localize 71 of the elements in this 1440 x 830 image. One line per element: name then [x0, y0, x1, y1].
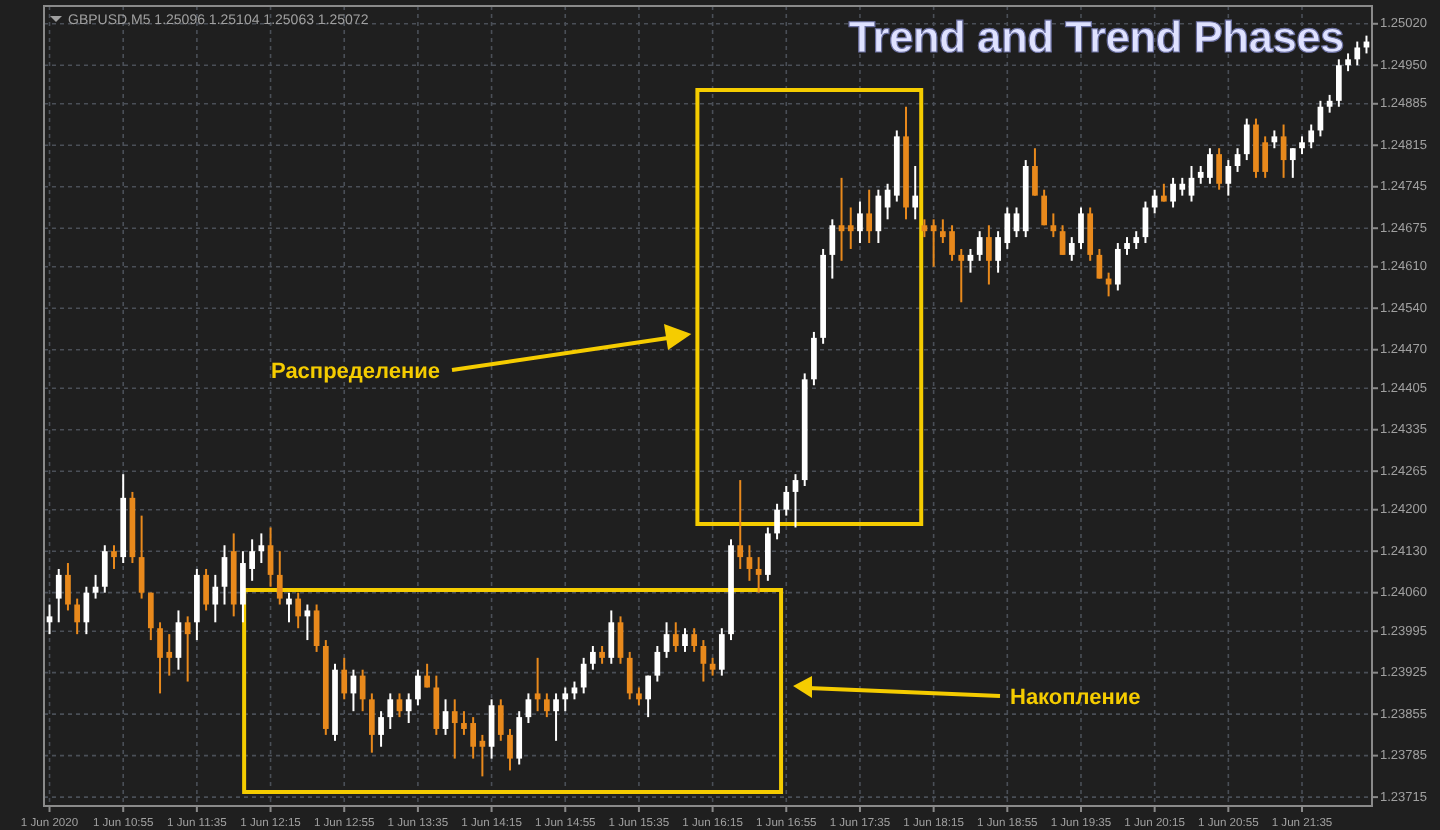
candlestick	[1243, 117, 1250, 162]
annotation: Накопление	[1010, 686, 1141, 710]
candlestick	[258, 532, 265, 565]
candlestick	[755, 556, 762, 594]
candlestick	[184, 615, 191, 683]
candlestick	[608, 609, 615, 665]
candlestick	[1216, 147, 1222, 191]
candlestick	[433, 674, 440, 736]
candlestick	[378, 710, 384, 748]
candlestick	[976, 230, 983, 262]
candlestick	[497, 698, 504, 742]
candlestick	[295, 591, 302, 630]
candlestick	[74, 597, 81, 636]
candlestick	[654, 645, 661, 683]
candlestick	[1068, 236, 1075, 262]
candlestick	[341, 656, 348, 701]
candlestick	[1354, 40, 1361, 67]
candlestick	[1225, 159, 1232, 197]
candlestick	[580, 656, 587, 695]
candlestick	[774, 502, 780, 541]
candlestick	[765, 526, 771, 582]
chart-title: Trend and Trend Phases	[848, 12, 1345, 62]
candlestick	[1114, 242, 1121, 292]
candlestick	[562, 686, 569, 713]
candlestick	[415, 668, 421, 707]
candlestick	[212, 573, 219, 624]
candlestick	[359, 668, 366, 713]
candlestick	[718, 627, 725, 677]
candlestick	[194, 567, 200, 642]
candlestick	[1151, 188, 1158, 215]
candlestick	[55, 567, 62, 624]
candlestick	[1335, 58, 1342, 108]
candlestick	[811, 330, 817, 387]
candlestick	[912, 165, 919, 221]
candlestick	[286, 591, 292, 624]
candlestick	[203, 567, 209, 612]
candlestick	[986, 224, 992, 286]
candlestick	[691, 627, 698, 653]
candlestick	[958, 247, 965, 304]
candlestick	[369, 692, 375, 754]
candlestick	[737, 479, 744, 570]
candlestick	[147, 591, 154, 642]
candlestick	[866, 188, 873, 245]
candlestick	[451, 698, 458, 760]
candlestick	[507, 727, 513, 772]
candlestick	[645, 674, 651, 719]
annotation: Распределение	[271, 360, 440, 384]
candlestick	[111, 544, 117, 570]
candlestick	[1078, 206, 1084, 250]
candlestick	[516, 710, 523, 766]
candlestick	[1289, 147, 1296, 179]
candlestick	[1032, 147, 1038, 197]
candlestick	[1050, 212, 1057, 239]
candlestick	[626, 650, 633, 701]
candlestick	[276, 550, 283, 606]
candlestick	[829, 218, 836, 280]
candlestick	[682, 627, 688, 653]
candlestick	[553, 692, 559, 742]
candlestick	[1308, 123, 1315, 150]
candlestick	[847, 206, 854, 250]
candlestick	[101, 544, 108, 594]
candlestick	[1087, 206, 1094, 262]
candlestick	[672, 621, 679, 653]
candlestick	[857, 200, 863, 245]
candlestick	[405, 692, 412, 725]
candlestick	[590, 645, 596, 671]
candlestick	[65, 562, 71, 612]
candlestick	[783, 485, 790, 517]
candlestick	[1041, 188, 1047, 227]
candlestick	[387, 692, 394, 730]
candlestick	[543, 692, 550, 719]
